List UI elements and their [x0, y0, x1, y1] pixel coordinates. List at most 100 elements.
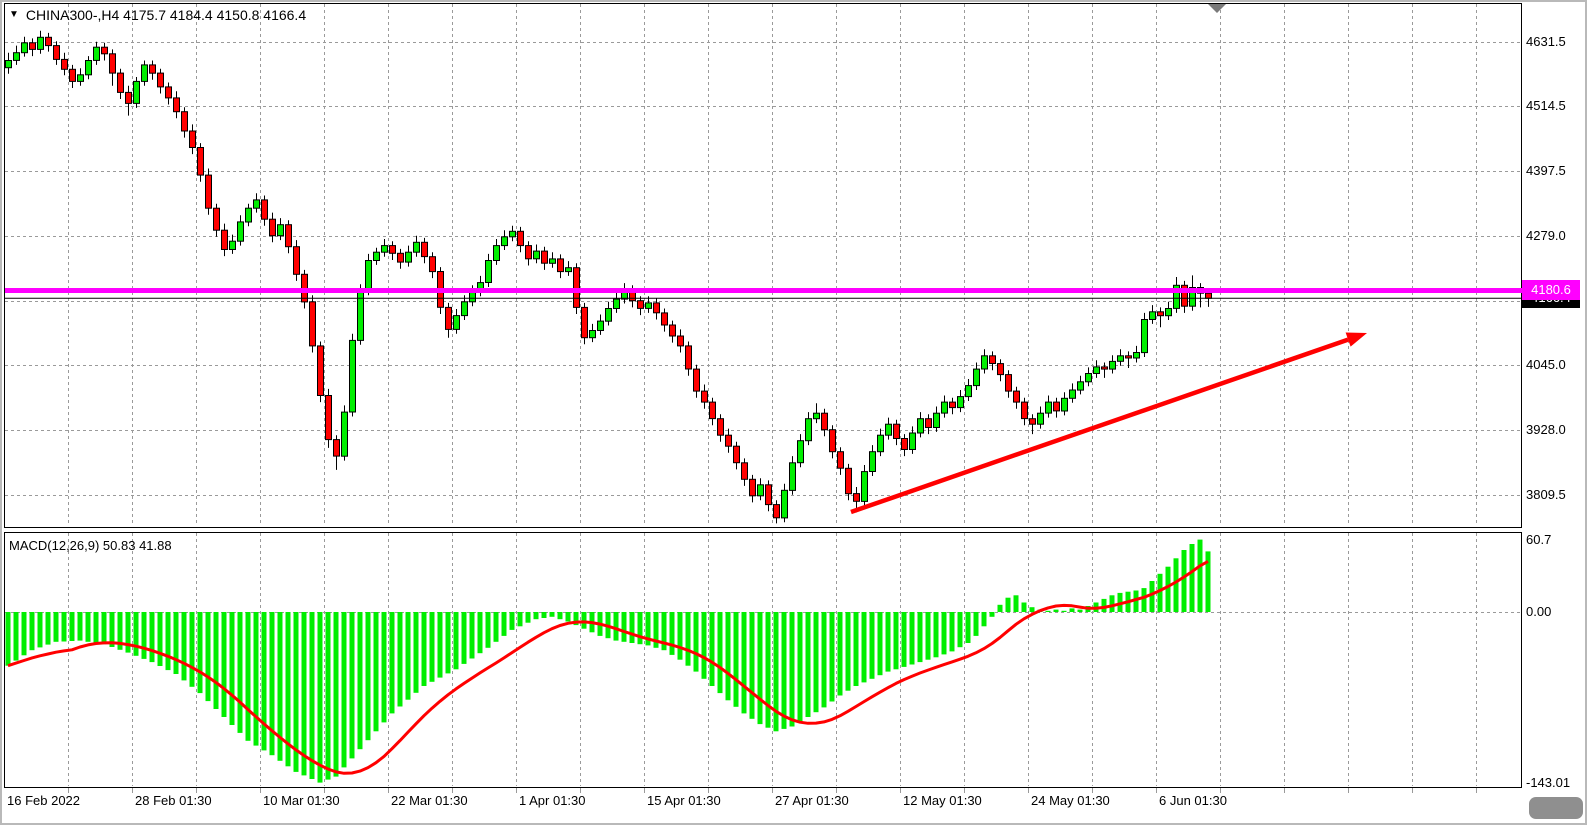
candle-up	[381, 245, 388, 253]
candle-down	[989, 355, 996, 364]
candle-up	[885, 423, 892, 436]
macd-bar	[1181, 550, 1187, 612]
candle-down	[773, 504, 780, 519]
candle-down	[149, 64, 156, 74]
macd-bar	[325, 612, 331, 780]
macd-bar	[925, 612, 931, 660]
candle-down	[317, 345, 324, 396]
macd-bar	[13, 612, 19, 661]
price-axis-label: 3809.5	[1526, 487, 1566, 502]
macd-bar	[341, 612, 347, 768]
candle-up	[1133, 352, 1140, 359]
candle-down	[125, 91, 132, 104]
macd-bar	[69, 612, 75, 641]
macd-bar	[557, 612, 563, 620]
candle-up	[1173, 284, 1180, 309]
candle-up	[533, 250, 540, 260]
candle-down	[829, 429, 836, 453]
macd-bar	[413, 612, 419, 693]
macd-bar	[861, 612, 867, 683]
macd-bar	[685, 612, 691, 666]
macd-bar	[893, 612, 899, 670]
macd-bar	[461, 612, 467, 664]
macd-bar	[973, 612, 979, 636]
candle-down	[45, 36, 52, 47]
candle-down	[837, 451, 844, 469]
candle-up	[781, 489, 788, 519]
macd-bar	[1189, 544, 1195, 612]
last-bar-marker-icon	[1208, 4, 1226, 13]
macd-bar	[549, 612, 555, 617]
candle-down	[101, 46, 108, 55]
macd-bar	[205, 612, 211, 702]
macd-bar	[1133, 590, 1139, 612]
candle-down	[573, 267, 580, 308]
macd-bar	[109, 612, 115, 647]
chart-title: ▼ CHINA300-,H4 4175.7 4184.4 4150.8 4166…	[9, 7, 306, 23]
macd-bar	[357, 612, 363, 750]
macd-bar	[5, 612, 11, 666]
candle-up	[21, 42, 28, 54]
candle-down	[261, 199, 268, 220]
time-axis-label: 27 Apr 01:30	[775, 793, 849, 808]
macd-bar	[725, 612, 731, 701]
candle-up	[981, 355, 988, 370]
candle-down	[1157, 311, 1164, 317]
macd-bar	[125, 612, 131, 653]
candle-up	[493, 245, 500, 262]
candle-up	[1141, 319, 1148, 354]
macd-bar	[949, 612, 955, 652]
candle-up	[373, 251, 380, 261]
macd-bar	[165, 612, 171, 671]
time-axis-label: 24 May 01:30	[1031, 793, 1110, 808]
candle-up	[813, 412, 820, 420]
candle-up	[141, 64, 148, 82]
macd-bar	[1197, 539, 1203, 612]
candle-up	[1069, 389, 1076, 399]
candle-up	[469, 291, 476, 303]
candle-down	[1005, 374, 1012, 392]
candle-down	[293, 246, 300, 275]
price-axis-label: 4514.5	[1526, 98, 1566, 114]
candle-up	[13, 52, 20, 61]
macd-bar	[885, 612, 891, 672]
candle-up	[85, 60, 92, 76]
candle-up	[405, 251, 412, 263]
macd-bar	[173, 612, 179, 674]
candle-up	[549, 258, 556, 264]
macd-bar	[1013, 595, 1019, 612]
macd-bar	[693, 612, 699, 672]
candle-up	[1149, 311, 1156, 320]
macd-bar	[1077, 609, 1083, 612]
candle-down	[925, 418, 932, 429]
candle-up	[5, 60, 12, 69]
macd-bar	[285, 612, 291, 767]
candle-down	[1181, 284, 1188, 307]
main-panel-frame	[4, 3, 1522, 528]
macd-bar	[149, 612, 155, 663]
macd-bar	[181, 612, 187, 681]
macd-bar	[733, 612, 739, 707]
macd-bar	[389, 612, 395, 714]
horizontal-price-line	[5, 288, 1522, 293]
time-axis-label: 1 Apr 01:30	[519, 793, 586, 808]
macd-bar	[501, 612, 507, 636]
candle-up	[509, 230, 516, 238]
macd-bar	[101, 612, 107, 645]
macd-bar	[1165, 566, 1171, 612]
macd-bar	[301, 612, 307, 776]
scrollbar-thumb[interactable]	[1529, 797, 1583, 819]
candle-down	[845, 467, 852, 495]
macd-bar	[509, 612, 515, 630]
macd-bar	[245, 612, 251, 741]
candle-down	[637, 300, 644, 309]
macd-bar	[1005, 597, 1011, 612]
candle-up	[957, 396, 964, 409]
macd-bar	[349, 612, 355, 759]
macd-bar	[621, 612, 627, 642]
candle-up	[861, 471, 868, 502]
macd-bar	[917, 612, 923, 663]
symbol-menu-icon[interactable]: ▼	[9, 9, 19, 20]
candle-up	[453, 315, 460, 330]
